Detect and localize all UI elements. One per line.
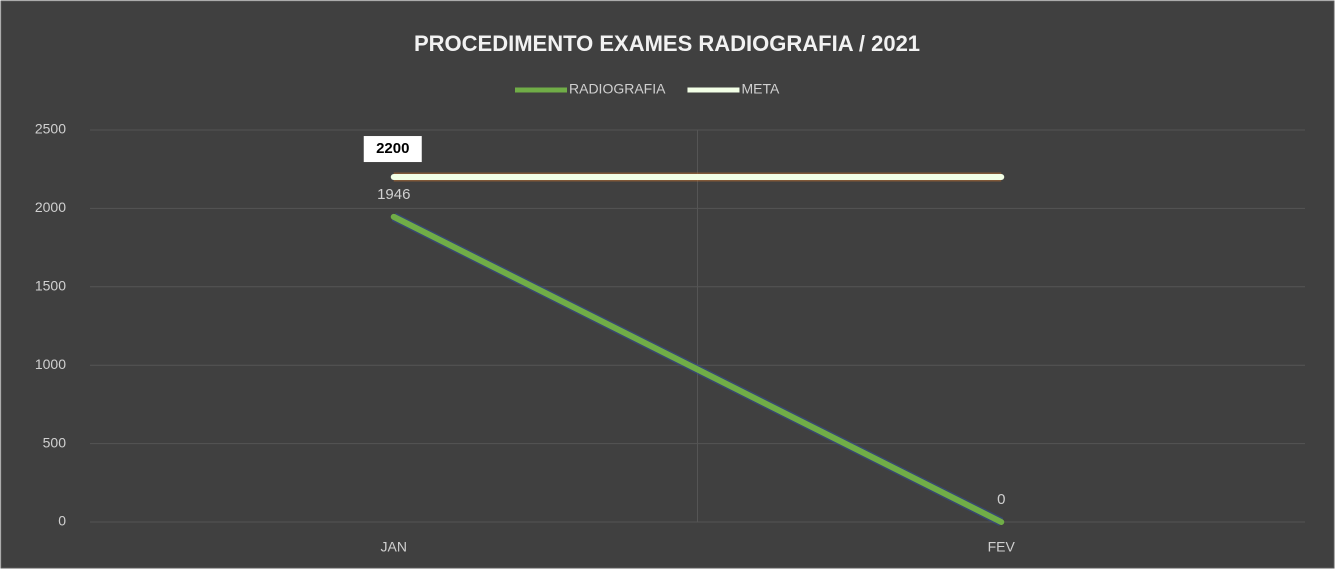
x-tick-label: JAN: [381, 539, 407, 555]
data-label: 0: [997, 491, 1005, 508]
y-tick-label: 1500: [35, 278, 66, 294]
legend-label: META: [741, 81, 780, 97]
y-tick-label: 500: [43, 434, 67, 450]
legend-label: RADIOGRAFIA: [569, 81, 666, 97]
series-line: [390, 213, 1005, 525]
data-label: 2200: [376, 140, 409, 157]
y-tick-label: 2500: [35, 121, 66, 137]
y-tick-label: 2000: [35, 199, 66, 215]
data-label-box: [363, 136, 422, 163]
chart-title: PROCEDIMENTO EXAMES RADIOGRAFIA / 2021: [414, 31, 920, 56]
y-tick-label: 0: [58, 513, 66, 529]
x-tick-label: FEV: [988, 539, 1016, 555]
data-label: 1946: [377, 186, 410, 203]
y-tick-label: 1000: [35, 356, 66, 372]
